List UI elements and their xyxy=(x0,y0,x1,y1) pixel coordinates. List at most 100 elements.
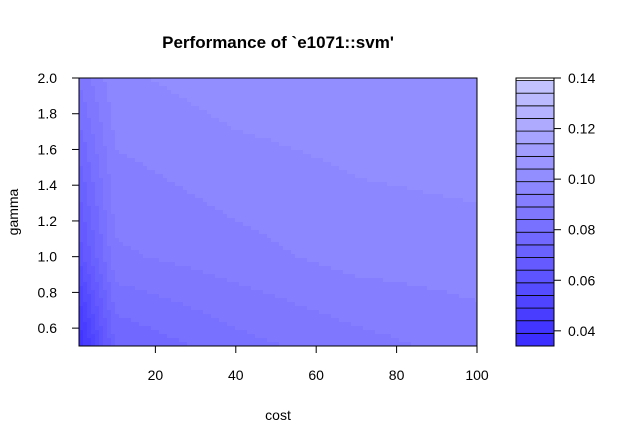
contour-cell xyxy=(203,278,208,283)
contour-cell xyxy=(239,142,244,147)
contour-cell xyxy=(287,214,292,219)
contour-cell xyxy=(87,238,92,243)
contour-cell xyxy=(319,322,324,327)
contour-cell xyxy=(375,194,380,199)
contour-cell xyxy=(83,118,88,123)
contour-cell xyxy=(111,298,116,303)
contour-cell xyxy=(91,334,96,339)
contour-cell xyxy=(223,142,228,147)
contour-cell xyxy=(371,126,376,131)
contour-cell xyxy=(335,334,340,339)
contour-cell xyxy=(347,162,352,167)
contour-cell xyxy=(95,122,100,127)
contour-cell xyxy=(203,234,208,239)
contour-cell xyxy=(219,198,224,203)
contour-cell xyxy=(95,326,100,331)
contour-cell xyxy=(311,274,316,279)
contour-cell xyxy=(167,90,172,95)
contour-cell xyxy=(287,342,292,347)
contour-cell xyxy=(331,78,336,83)
contour-cell xyxy=(303,82,308,87)
contour-cell xyxy=(103,210,108,215)
contour-cell xyxy=(199,330,204,335)
contour-cell xyxy=(315,206,320,211)
contour-cell xyxy=(343,306,348,311)
contour-cell xyxy=(331,286,336,291)
contour-cell xyxy=(223,214,228,219)
contour-cell xyxy=(231,170,236,175)
contour-cell xyxy=(299,186,304,191)
contour-cell xyxy=(231,278,236,283)
contour-cell xyxy=(231,118,236,123)
contour-cell xyxy=(211,174,216,179)
contour-cell xyxy=(103,166,108,171)
contour-cell xyxy=(275,302,280,307)
contour-cell xyxy=(115,266,120,271)
contour-cell xyxy=(291,262,296,267)
contour-cell xyxy=(291,138,296,143)
contour-cell xyxy=(271,298,276,303)
contour-cell xyxy=(367,106,372,111)
contour-cell xyxy=(111,250,116,255)
contour-cell xyxy=(183,86,188,91)
contour-cell xyxy=(335,278,340,283)
contour-cell xyxy=(331,282,336,287)
contour-cell xyxy=(287,322,292,327)
contour-cell xyxy=(239,338,244,343)
contour-cell xyxy=(163,174,168,179)
contour-cell xyxy=(307,150,312,155)
contour-cell xyxy=(371,326,376,331)
contour-cell xyxy=(299,122,304,127)
chart-title: Performance of `e1071::svm' xyxy=(162,33,394,52)
contour-cell xyxy=(319,106,324,111)
contour-cell xyxy=(187,182,192,187)
contour-cell xyxy=(203,338,208,343)
contour-cell xyxy=(135,82,140,87)
contour-cell xyxy=(111,110,116,115)
contour-cell xyxy=(123,234,128,239)
contour-cell xyxy=(127,278,132,283)
contour-cell xyxy=(179,254,184,259)
contour-cell xyxy=(319,150,324,155)
contour-cell xyxy=(339,278,344,283)
contour-cell xyxy=(123,90,128,95)
contour-cell xyxy=(363,334,368,339)
contour-cell xyxy=(247,166,252,171)
contour-cell xyxy=(99,190,104,195)
contour-cell xyxy=(195,306,200,311)
contour-cell xyxy=(139,98,144,103)
contour-cell xyxy=(159,250,164,255)
contour-cell xyxy=(259,182,264,187)
contour-cell xyxy=(215,294,220,299)
contour-cell xyxy=(375,218,380,223)
contour-cell xyxy=(183,182,188,187)
contour-cell xyxy=(255,146,260,151)
contour-cell xyxy=(87,338,92,343)
contour-cell xyxy=(267,222,272,227)
contour-cell xyxy=(159,326,164,331)
contour-cell xyxy=(211,338,216,343)
contour-cell xyxy=(99,294,104,299)
contour-cell xyxy=(223,290,228,295)
contour-cell xyxy=(171,270,176,275)
contour-cell xyxy=(331,94,336,99)
contour-cell xyxy=(239,294,244,299)
contour-cell xyxy=(335,198,340,203)
contour-cell xyxy=(79,238,84,243)
contour-cell xyxy=(111,166,116,171)
contour-cell xyxy=(351,262,356,267)
contour-cell xyxy=(335,242,340,247)
contour-cell xyxy=(87,182,92,187)
contour-cell xyxy=(155,78,160,83)
contour-cell xyxy=(187,262,192,267)
contour-cell xyxy=(267,78,272,83)
contour-cell xyxy=(167,242,172,247)
contour-cell xyxy=(103,310,108,315)
contour-cell xyxy=(359,166,364,171)
contour-cell xyxy=(107,242,112,247)
contour-cell xyxy=(103,202,108,207)
contour-cell xyxy=(231,230,236,235)
contour-cell xyxy=(255,322,260,327)
contour-cell xyxy=(271,118,276,123)
contour-cell xyxy=(195,146,200,151)
